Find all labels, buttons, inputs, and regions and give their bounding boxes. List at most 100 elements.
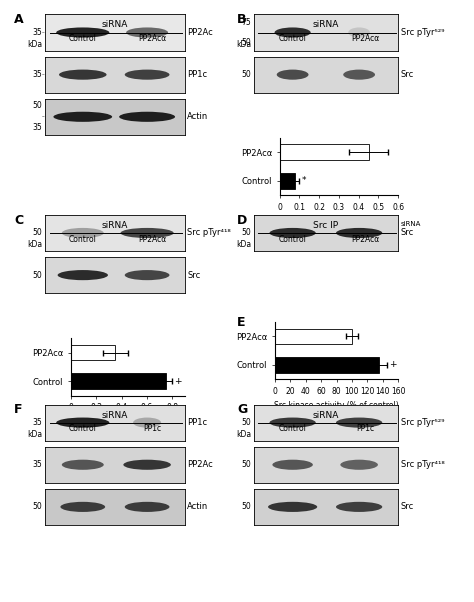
Text: Src: Src <box>401 70 414 79</box>
Text: Control: Control <box>69 424 97 433</box>
Ellipse shape <box>343 70 375 79</box>
Text: kDa: kDa <box>27 40 43 49</box>
Bar <box>280 173 295 188</box>
Text: Src pTyr⁵²⁹: Src pTyr⁵²⁹ <box>401 418 444 427</box>
Ellipse shape <box>348 28 370 37</box>
Ellipse shape <box>125 502 170 512</box>
Ellipse shape <box>336 502 382 512</box>
Text: –: – <box>42 114 45 119</box>
X-axis label: Src kinase activity (% of control): Src kinase activity (% of control) <box>274 402 399 411</box>
Text: Src pTyr⁴¹⁸: Src pTyr⁴¹⁸ <box>187 229 231 237</box>
Text: +: + <box>389 361 397 370</box>
Text: 35: 35 <box>32 123 42 132</box>
Ellipse shape <box>56 418 109 427</box>
Text: PP2Ac: PP2Ac <box>187 28 213 37</box>
Text: Actin: Actin <box>187 503 209 511</box>
Text: Src: Src <box>401 503 414 511</box>
Text: F: F <box>14 403 23 417</box>
Ellipse shape <box>133 418 161 427</box>
Text: PP1c: PP1c <box>144 424 162 433</box>
Text: kDa: kDa <box>236 430 251 439</box>
Text: kDa: kDa <box>27 240 43 249</box>
Text: 50: 50 <box>241 461 251 469</box>
Text: Src: Src <box>187 271 201 279</box>
Text: 50: 50 <box>32 271 42 279</box>
Ellipse shape <box>340 460 378 470</box>
Text: kDa: kDa <box>236 240 251 249</box>
Text: –: – <box>42 30 45 35</box>
Ellipse shape <box>120 228 173 238</box>
Bar <box>71 345 115 361</box>
Text: 50: 50 <box>241 229 251 237</box>
Text: Control: Control <box>279 34 307 43</box>
Ellipse shape <box>274 28 310 37</box>
Text: siRNA: siRNA <box>102 20 128 29</box>
Text: Control: Control <box>279 424 307 433</box>
X-axis label: pSrc⁵²⁹/Src densitometry: pSrc⁵²⁹/Src densitometry <box>292 217 386 226</box>
Text: 50: 50 <box>32 229 42 237</box>
Text: 75: 75 <box>241 18 251 27</box>
Text: G: G <box>237 403 247 417</box>
Text: 50: 50 <box>32 503 42 511</box>
Text: B: B <box>237 13 246 26</box>
Text: +: + <box>174 377 182 386</box>
Ellipse shape <box>336 418 382 427</box>
Text: *: * <box>302 176 306 185</box>
Text: E: E <box>237 316 246 329</box>
Ellipse shape <box>273 460 313 470</box>
Text: siRNA: siRNA <box>313 20 339 29</box>
Text: Control: Control <box>69 34 97 43</box>
Text: D: D <box>237 214 247 227</box>
Text: siRNA: siRNA <box>102 221 128 230</box>
Text: 35: 35 <box>32 70 42 79</box>
Text: 35: 35 <box>32 418 42 427</box>
Text: Control: Control <box>279 235 307 244</box>
Text: –: – <box>42 72 45 77</box>
Text: PP1c: PP1c <box>356 424 374 433</box>
Text: 35: 35 <box>32 28 42 37</box>
Ellipse shape <box>268 502 317 512</box>
Ellipse shape <box>277 70 309 79</box>
Text: 35: 35 <box>32 461 42 469</box>
Text: siRNA: siRNA <box>102 411 128 420</box>
X-axis label: pSrc⁴¹⁸/Src densitometry: pSrc⁴¹⁸/Src densitometry <box>81 418 175 427</box>
Text: PP2Acα: PP2Acα <box>351 235 379 244</box>
Text: 50: 50 <box>241 70 251 79</box>
Text: PP2Ac: PP2Ac <box>187 461 213 469</box>
Ellipse shape <box>123 460 171 470</box>
Text: Src pTyr⁴¹⁸: Src pTyr⁴¹⁸ <box>401 461 444 469</box>
Text: PP2Acα: PP2Acα <box>138 34 167 43</box>
Ellipse shape <box>119 112 175 122</box>
Text: siRNA: siRNA <box>313 411 339 420</box>
Ellipse shape <box>336 228 382 238</box>
Text: 50: 50 <box>241 418 251 427</box>
Text: C: C <box>14 214 23 227</box>
Text: kDa: kDa <box>27 430 43 439</box>
Text: 50: 50 <box>32 102 42 110</box>
Bar <box>275 357 379 373</box>
Ellipse shape <box>62 460 104 470</box>
Text: 50: 50 <box>241 38 251 47</box>
Ellipse shape <box>54 112 112 122</box>
Text: Src: Src <box>401 229 414 237</box>
Ellipse shape <box>270 418 316 427</box>
Text: Actin: Actin <box>187 113 209 121</box>
Text: PP1c: PP1c <box>187 70 207 79</box>
Ellipse shape <box>270 228 316 238</box>
Ellipse shape <box>60 502 105 512</box>
Ellipse shape <box>58 270 108 280</box>
Bar <box>71 373 166 389</box>
Text: siRNA: siRNA <box>401 221 421 227</box>
Text: Control: Control <box>69 235 97 244</box>
Ellipse shape <box>126 28 168 37</box>
Ellipse shape <box>125 270 170 280</box>
Bar <box>280 144 369 160</box>
Text: PP2Acα: PP2Acα <box>351 34 379 43</box>
Text: Src pTyr⁵²⁹: Src pTyr⁵²⁹ <box>401 28 444 37</box>
Ellipse shape <box>59 70 107 79</box>
Ellipse shape <box>125 70 170 79</box>
Text: A: A <box>14 13 24 26</box>
Text: 50: 50 <box>241 503 251 511</box>
Text: PP1c: PP1c <box>187 418 207 427</box>
Text: kDa: kDa <box>236 40 251 49</box>
